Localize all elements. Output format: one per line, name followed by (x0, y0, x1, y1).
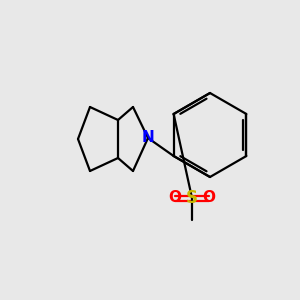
Text: S: S (186, 189, 198, 207)
Text: O: O (169, 190, 182, 206)
Text: O: O (202, 190, 215, 206)
Text: N: N (142, 130, 154, 146)
